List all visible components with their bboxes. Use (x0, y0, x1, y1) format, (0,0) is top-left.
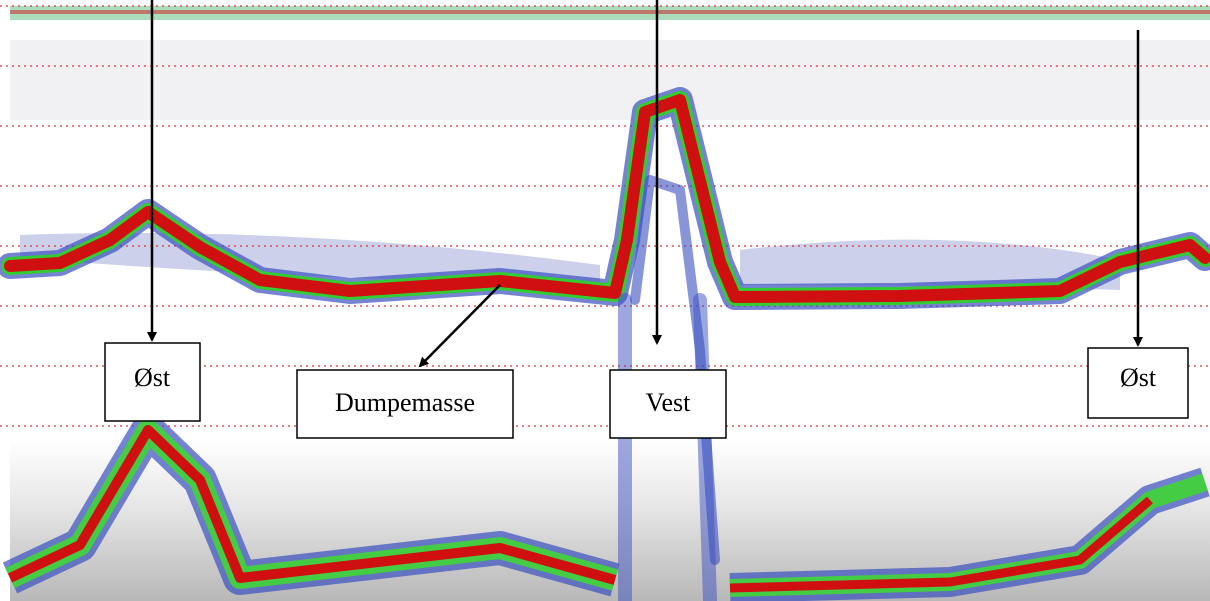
bottom-echo (0, 87, 1210, 601)
scatter-layer (10, 40, 1210, 120)
second-echo (2, 413, 1210, 601)
surface-line (10, 10, 1210, 14)
echo-trail (618, 293, 717, 601)
echo-core (7, 425, 617, 585)
label-text: Dumpemasse (335, 388, 475, 417)
label-text: Øst (1120, 363, 1157, 392)
label-box (1087, 347, 1189, 419)
label-box (296, 369, 514, 439)
fish-layer (740, 239, 1120, 290)
echo-core (729, 496, 1153, 593)
depth-grid (0, 5, 1210, 427)
echo-core (4, 94, 1210, 303)
label-box (609, 369, 727, 439)
label-text: Øst (134, 363, 171, 392)
arrows (147, 0, 1143, 368)
label-box (104, 342, 201, 422)
arrow (418, 284, 501, 368)
label-text: Vest (646, 388, 692, 417)
labels: Øst Dumpemasse Vest Øst (104, 342, 1189, 439)
